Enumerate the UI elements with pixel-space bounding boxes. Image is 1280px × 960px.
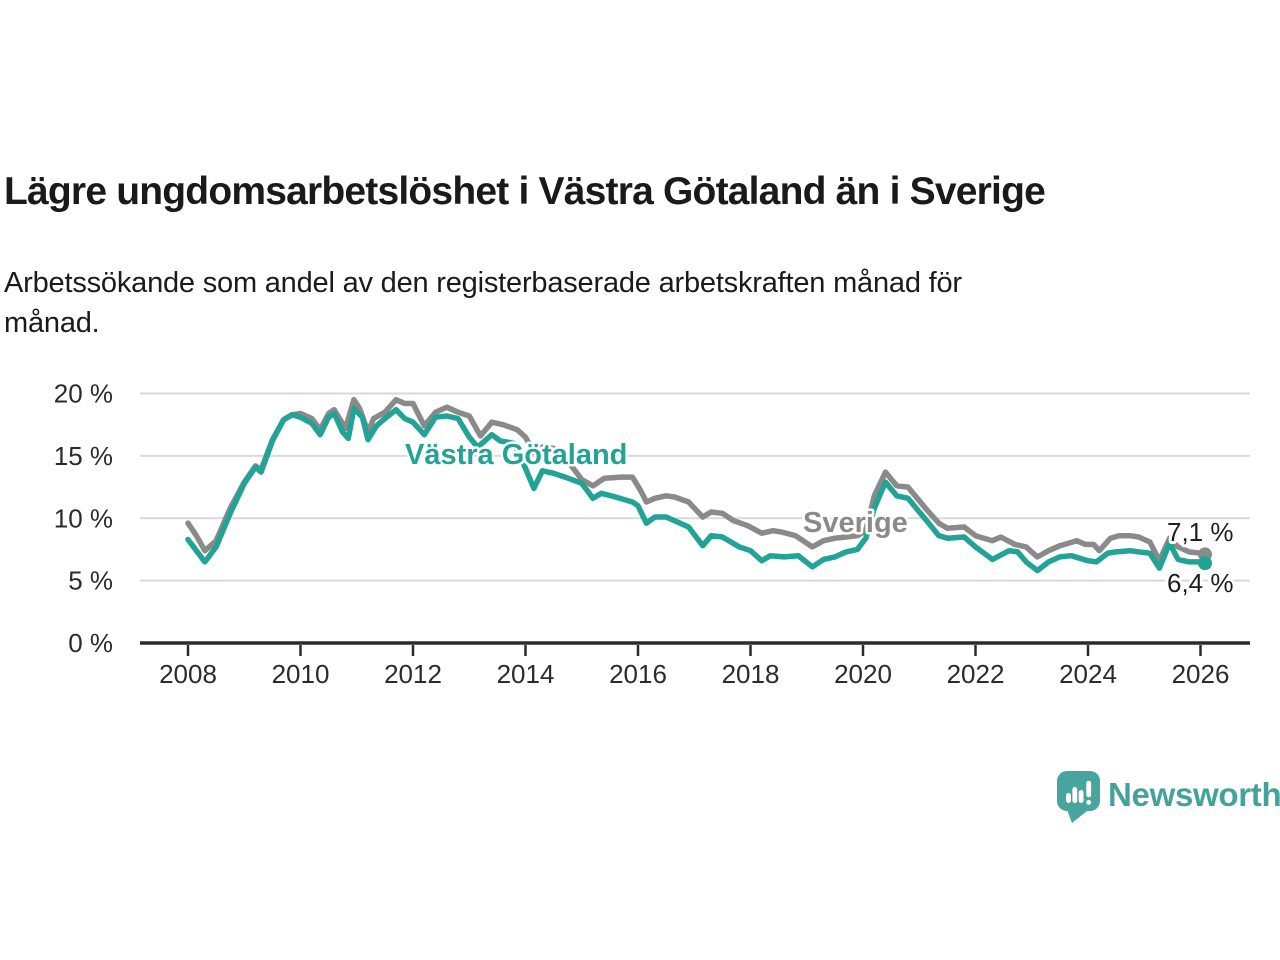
unemployment-line-chart: 0 %5 %10 %15 %20 % 2008 2010 2012 2014 2016 2… bbox=[54, 379, 1250, 689]
chart-subtitle: Arbetssökande som andel av den registerb… bbox=[4, 263, 1184, 343]
x-tick-label: 2016 bbox=[609, 659, 667, 689]
series-end-label-1: 6,4 % bbox=[1167, 568, 1234, 598]
x-tick-label: 2010 bbox=[272, 659, 330, 689]
series-lines bbox=[185, 396, 1208, 574]
chart-subtitle-line1: Arbetssökande som andel av den registerb… bbox=[4, 267, 962, 299]
chart-subtitle-line2: månad. bbox=[4, 307, 100, 340]
series-end-value-labels: 7,1 % 6,4 % bbox=[1164, 514, 1237, 601]
x-tick-label: 2014 bbox=[497, 659, 555, 689]
series-label-0: Sverige bbox=[803, 507, 908, 539]
y-tick-label: 10 % bbox=[54, 503, 113, 533]
gridlines bbox=[140, 392, 1250, 582]
series-line-1 bbox=[185, 405, 1208, 574]
newsworthy-logo: Newsworthy bbox=[1057, 771, 1280, 823]
series-end-dot-1 bbox=[1198, 556, 1212, 571]
series-line-0 bbox=[185, 396, 1208, 564]
x-tick-label: 2026 bbox=[1172, 659, 1230, 689]
series-end-label-0: 7,1 % bbox=[1167, 517, 1234, 547]
page-title: Lägre ungdomsarbetslöshet i Västra Götal… bbox=[4, 170, 1046, 214]
x-axis bbox=[140, 641, 1250, 656]
bar-chart-icon bbox=[1066, 780, 1092, 805]
x-tick-label: 2024 bbox=[1059, 659, 1117, 689]
x-tick-label: 2020 bbox=[834, 659, 892, 689]
series-labels: Sverige Västra Götaland bbox=[403, 437, 911, 542]
x-tick-label: 2022 bbox=[947, 659, 1005, 689]
y-tick-label: 0 % bbox=[68, 628, 113, 658]
newsworthy-logo-icon bbox=[1057, 771, 1100, 823]
x-tick-label: 2012 bbox=[384, 659, 442, 689]
y-axis-labels: 0 % 5 % 10 % 15 % 20 % bbox=[54, 379, 113, 659]
series-end-dots bbox=[1198, 547, 1212, 571]
x-tick-label: 2018 bbox=[722, 659, 780, 689]
y-tick-label: 5 % bbox=[68, 566, 113, 596]
x-tick-label: 2008 bbox=[159, 659, 217, 689]
newsworthy-wordmark: Newsworthy bbox=[1108, 776, 1280, 813]
series-label-1: Västra Götaland bbox=[405, 439, 627, 471]
x-axis-labels: 2008 2010 2012 2014 2016 2018 2020 2022 2024 2026 bbox=[159, 659, 1229, 689]
y-tick-label: 20 % bbox=[54, 379, 113, 409]
y-tick-label: 15 % bbox=[54, 441, 113, 471]
